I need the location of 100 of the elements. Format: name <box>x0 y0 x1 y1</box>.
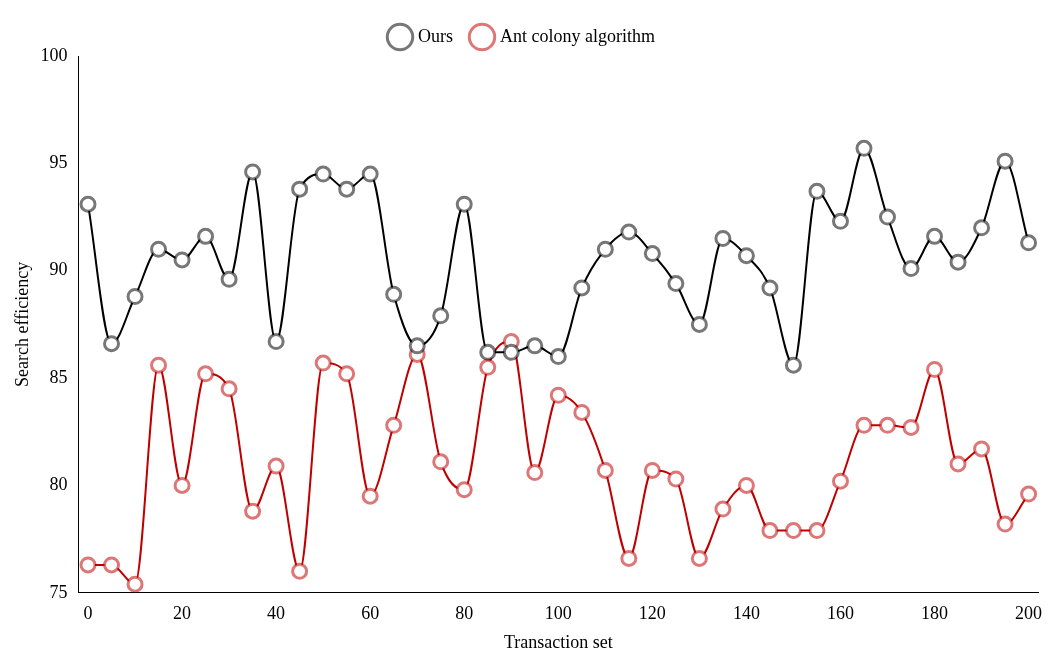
point <box>291 180 309 198</box>
point <box>455 481 473 499</box>
point <box>150 356 168 374</box>
point <box>479 358 497 376</box>
point <box>879 416 897 434</box>
point <box>314 165 332 183</box>
point <box>855 139 873 157</box>
point <box>879 208 897 226</box>
point <box>79 556 97 574</box>
point <box>549 386 567 404</box>
point <box>267 457 285 475</box>
y-tick-label: 75 <box>49 581 68 602</box>
x-tick-label: 60 <box>361 603 380 624</box>
x-tick-label: 160 <box>826 603 854 624</box>
point <box>690 549 708 567</box>
point <box>126 575 144 593</box>
point <box>690 315 708 333</box>
point <box>244 163 262 181</box>
point <box>737 247 755 265</box>
x-tick-label: 20 <box>173 603 192 624</box>
point <box>126 287 144 305</box>
point <box>267 333 285 351</box>
point <box>432 307 450 325</box>
point <box>220 270 238 288</box>
point <box>714 230 732 248</box>
point <box>855 416 873 434</box>
point <box>314 354 332 372</box>
point <box>79 195 97 213</box>
y-tick-label: 95 <box>49 152 68 173</box>
point <box>667 275 685 293</box>
point <box>808 182 826 200</box>
point <box>831 212 849 230</box>
point <box>949 455 967 473</box>
point <box>103 556 121 574</box>
x-tick-label: 200 <box>1015 603 1043 624</box>
x-tick-label: 140 <box>732 603 760 624</box>
point <box>173 251 191 269</box>
point <box>808 522 826 540</box>
point <box>173 476 191 494</box>
point <box>831 472 849 490</box>
point <box>244 502 262 520</box>
point <box>643 245 661 263</box>
point <box>361 487 379 505</box>
point <box>502 343 520 361</box>
point <box>761 522 779 540</box>
point <box>549 348 567 366</box>
point <box>996 515 1014 533</box>
point <box>902 418 920 436</box>
point <box>761 279 779 297</box>
point <box>620 549 638 567</box>
point <box>714 500 732 518</box>
y-tick-label: 85 <box>49 366 68 387</box>
point <box>902 260 920 278</box>
point <box>479 343 497 361</box>
point <box>526 464 544 482</box>
point <box>1020 234 1038 252</box>
point <box>573 279 591 297</box>
point <box>949 253 967 271</box>
point <box>643 461 661 479</box>
y-tick-label: 90 <box>49 259 68 280</box>
point <box>361 165 379 183</box>
point <box>432 453 450 471</box>
point <box>596 240 614 258</box>
point <box>197 365 215 383</box>
x-tick-label: 40 <box>267 603 286 624</box>
point <box>338 365 356 383</box>
x-tick-label: 120 <box>638 603 666 624</box>
point <box>408 337 426 355</box>
point <box>926 360 944 378</box>
point <box>103 335 121 353</box>
point <box>784 356 802 374</box>
point <box>197 227 215 245</box>
point <box>291 562 309 580</box>
x-tick-label: 180 <box>921 603 949 624</box>
y-tick-label: 80 <box>49 474 68 495</box>
point <box>1020 485 1038 503</box>
point <box>973 219 991 237</box>
legend-label: Ant colony algorithm <box>500 25 655 46</box>
point <box>573 403 591 421</box>
point <box>385 285 403 303</box>
legend-label: Ours <box>418 25 454 46</box>
point <box>385 416 403 434</box>
point <box>737 476 755 494</box>
x-tick-label: 80 <box>455 603 474 624</box>
point <box>338 180 356 198</box>
y-tick-label: 100 <box>40 44 68 65</box>
point <box>784 522 802 540</box>
point <box>455 195 473 213</box>
point <box>620 223 638 241</box>
point <box>926 227 944 245</box>
x-axis-title: Transaction set <box>503 631 613 652</box>
point <box>973 440 991 458</box>
point <box>150 240 168 258</box>
point <box>596 461 614 479</box>
point <box>526 337 544 355</box>
point <box>667 470 685 488</box>
x-tick-label: 100 <box>544 603 572 624</box>
y-axis-title: Search efficiency <box>11 261 32 387</box>
point <box>996 152 1014 170</box>
point <box>220 380 238 398</box>
